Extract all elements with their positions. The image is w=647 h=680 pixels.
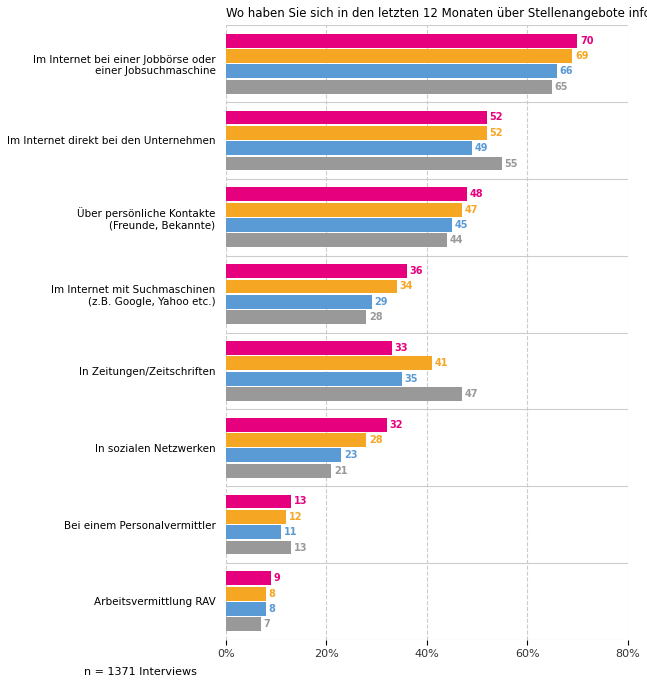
Text: 2018: 2018 <box>229 52 254 61</box>
Text: 2017: 2017 <box>229 297 254 306</box>
Text: 69: 69 <box>575 51 588 61</box>
Bar <box>226 464 331 477</box>
Bar <box>226 449 342 462</box>
Text: 28: 28 <box>369 312 382 322</box>
Text: 47: 47 <box>465 389 478 399</box>
Text: 2018: 2018 <box>229 129 254 137</box>
Bar <box>226 295 371 309</box>
Bar <box>226 111 487 124</box>
Bar <box>226 233 447 248</box>
Bar <box>226 65 557 78</box>
Text: 2018: 2018 <box>229 512 254 522</box>
Text: 2018: 2018 <box>229 435 254 445</box>
Bar <box>226 203 462 216</box>
Bar <box>226 525 281 539</box>
Bar <box>226 510 286 524</box>
Text: 52: 52 <box>490 128 503 138</box>
Text: 2017: 2017 <box>229 374 254 383</box>
Text: 2019: 2019 <box>229 343 254 352</box>
Text: 2017: 2017 <box>229 605 254 613</box>
Text: 2018: 2018 <box>229 359 254 368</box>
Text: 36: 36 <box>409 266 422 276</box>
Bar <box>226 387 462 401</box>
Bar <box>226 80 553 94</box>
Bar <box>226 602 266 616</box>
Bar <box>226 341 391 355</box>
Text: 11: 11 <box>283 527 297 537</box>
Bar <box>226 279 397 293</box>
Text: 66: 66 <box>560 67 573 76</box>
Text: 34: 34 <box>399 282 413 292</box>
Text: 32: 32 <box>389 420 402 430</box>
Bar <box>226 141 472 155</box>
Bar <box>226 49 573 63</box>
Text: 29: 29 <box>374 296 388 307</box>
Text: 2019: 2019 <box>229 190 254 199</box>
Text: 65: 65 <box>555 82 568 92</box>
Text: 2019: 2019 <box>229 267 254 275</box>
Text: 55: 55 <box>505 158 518 169</box>
Bar <box>226 188 467 201</box>
Text: 2018: 2018 <box>229 205 254 214</box>
Bar <box>226 418 387 432</box>
Bar <box>226 494 291 509</box>
Text: 2019: 2019 <box>229 420 254 429</box>
Text: 21: 21 <box>334 466 347 476</box>
Text: 35: 35 <box>404 373 418 384</box>
Text: 13: 13 <box>294 543 307 553</box>
Text: 2016: 2016 <box>229 466 254 475</box>
Text: 2019: 2019 <box>229 113 254 122</box>
Text: 2019: 2019 <box>229 497 254 506</box>
Text: 44: 44 <box>450 235 463 245</box>
Text: 8: 8 <box>269 604 276 614</box>
Text: 2016: 2016 <box>229 390 254 398</box>
Bar <box>226 372 402 386</box>
Bar <box>226 218 452 232</box>
Text: 8: 8 <box>269 589 276 598</box>
Bar <box>226 264 407 278</box>
Bar <box>226 34 578 48</box>
Text: 47: 47 <box>465 205 478 215</box>
Text: 33: 33 <box>394 343 408 353</box>
Text: 2016: 2016 <box>229 543 254 552</box>
Text: 2017: 2017 <box>229 220 254 229</box>
Text: 7: 7 <box>263 619 270 630</box>
Text: 2016: 2016 <box>229 236 254 245</box>
Text: 2019: 2019 <box>229 574 254 583</box>
Text: 2017: 2017 <box>229 143 254 153</box>
Text: 2016: 2016 <box>229 82 254 91</box>
Bar <box>226 587 266 600</box>
Bar <box>226 617 261 631</box>
Bar <box>226 541 291 554</box>
Text: 23: 23 <box>344 450 357 460</box>
Text: 2017: 2017 <box>229 528 254 537</box>
Bar <box>226 433 366 447</box>
Text: 70: 70 <box>580 35 593 46</box>
Bar <box>226 156 502 171</box>
Text: 12: 12 <box>289 512 302 522</box>
Text: n = 1371 Interviews: n = 1371 Interviews <box>84 666 197 677</box>
Bar <box>226 126 487 139</box>
Bar <box>226 310 366 324</box>
Text: 41: 41 <box>434 358 448 369</box>
Text: 2016: 2016 <box>229 620 254 629</box>
Text: 28: 28 <box>369 435 382 445</box>
Text: 2019: 2019 <box>229 36 254 45</box>
Text: 2018: 2018 <box>229 282 254 291</box>
Text: 48: 48 <box>470 189 483 199</box>
Text: 45: 45 <box>454 220 468 230</box>
Bar <box>226 571 271 585</box>
Text: 2018: 2018 <box>229 589 254 598</box>
Text: 49: 49 <box>474 143 488 153</box>
Text: 13: 13 <box>294 496 307 507</box>
Text: 2016: 2016 <box>229 313 254 322</box>
Text: 52: 52 <box>490 112 503 122</box>
Text: Wo haben Sie sich in den letzten 12 Monaten über Stellenangebote informiert?: Wo haben Sie sich in den letzten 12 Mona… <box>226 7 647 20</box>
Text: 2017: 2017 <box>229 67 254 76</box>
Bar <box>226 356 432 370</box>
Text: 9: 9 <box>274 573 280 583</box>
Text: 2016: 2016 <box>229 159 254 168</box>
Text: 2017: 2017 <box>229 451 254 460</box>
